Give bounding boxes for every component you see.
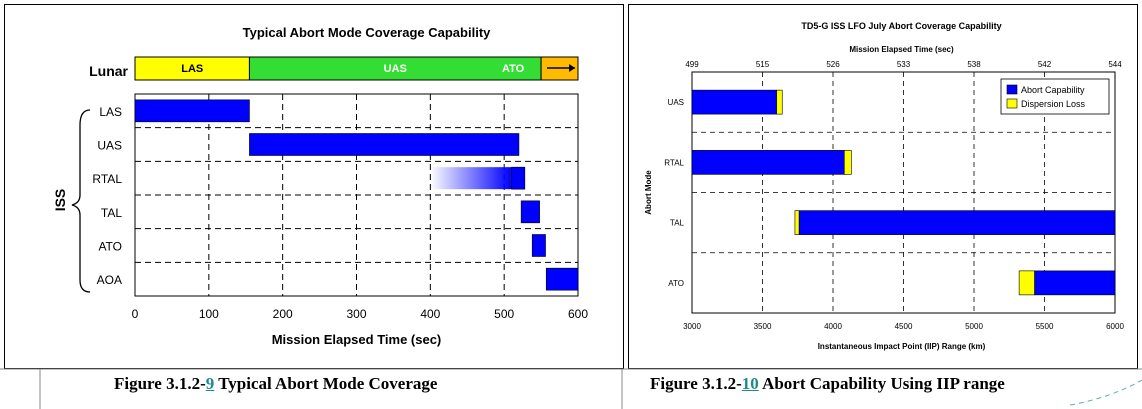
chart2-x-tick-label: 3500 (754, 322, 772, 331)
chart1-x-axis-label: Mission Elapsed Time (sec) (272, 332, 442, 347)
bar-tal-abort-capability (798, 210, 1116, 235)
chart2-mode-label: ATO (668, 279, 684, 288)
chart2-mode-label: TAL (670, 219, 685, 228)
caption-prefix: Figure 3.1.2- (114, 374, 206, 393)
chart1-x-tick-label: 0 (132, 307, 139, 321)
chart2-x-tick-label: 6000 (1106, 322, 1124, 331)
chart2-x-axis-label: Instantaneous Impact Point (IIP) Range (… (818, 342, 986, 351)
bar-uas (249, 133, 520, 156)
chart2-top-tick-label: 515 (756, 60, 770, 69)
right-figure-frame (628, 4, 1138, 369)
caption-text: Abort Capability Using IIP range (758, 374, 1005, 393)
chart2-top-tick-label: 542 (1038, 60, 1052, 69)
caption-dashed-curve (1069, 379, 1142, 406)
bar-tal (520, 200, 540, 224)
chart2-mode-label: RTAL (664, 158, 684, 167)
lunar-segment-label: UAS (384, 63, 407, 75)
chart1-mode-label: RTAL (92, 172, 122, 186)
chart2-top-tick-label: 538 (967, 60, 981, 69)
chart1-mode-label: TAL (101, 206, 122, 220)
chart2-x-tick-label: 4500 (895, 322, 913, 331)
chart1-title: Typical Abort Mode Coverage Capability (243, 25, 492, 40)
chart2-title: TD5-G ISS LFO July Abort Coverage Capabi… (801, 21, 1001, 31)
left-figure-caption: Figure 3.1.2-9 Typical Abort Mode Covera… (114, 374, 437, 402)
iss-group-label: ISS (52, 189, 68, 212)
bar-rtal-fade (430, 167, 512, 190)
lunar-row-label: Lunar (89, 63, 128, 79)
caption-text: Typical Abort Mode Coverage (214, 374, 438, 393)
chart1-mode-label: LAS (99, 105, 122, 119)
legend-label: Abort Capability (1021, 85, 1085, 95)
bar-ato (531, 234, 546, 257)
bar-tal-dispersion-loss (794, 210, 800, 235)
chart2-top-tick-label: 526 (826, 60, 840, 69)
lunar-segment-label: ATO (502, 63, 525, 75)
lunar-segment-label: LAS (181, 63, 203, 75)
chart2-top-axis-label: Mission Elapsed Time (sec) (849, 45, 954, 54)
chart2-top-tick-label: 499 (685, 60, 699, 69)
chart2-top-tick-label: 544 (1108, 60, 1122, 69)
chart2-x-tick-label: 5500 (1036, 322, 1054, 331)
chart1-x-tick-label: 200 (273, 307, 293, 321)
chart1-mode-label: ATO (98, 240, 122, 254)
caption-prefix: Figure 3.1.2- (650, 374, 742, 393)
right-figure-caption: Figure 3.1.2-10 Abort Capability Using I… (650, 374, 1005, 402)
bar-ato-abort-capability (1034, 270, 1116, 296)
chart1-x-tick-label: 600 (568, 307, 588, 321)
chart2-x-tick-label: 5000 (965, 322, 983, 331)
chart2-y-axis-label: Abort Mode (644, 170, 653, 215)
chart1-x-tick-label: 400 (420, 307, 440, 321)
legend-swatch (1006, 98, 1018, 109)
chart1-x-tick-label: 500 (494, 307, 514, 321)
chart2-x-tick-label: 3000 (683, 322, 701, 331)
chart2-legend-box (1000, 78, 1110, 115)
bar-rtal-dispersion-loss (843, 150, 852, 175)
bar-las (134, 99, 250, 123)
chart1-x-tick-label: 300 (346, 307, 366, 321)
chart1-mode-label: UAS (97, 139, 122, 153)
iss-brace (71, 109, 91, 293)
chart1-x-tick-label: 100 (199, 307, 219, 321)
chart2-x-tick-label: 4000 (824, 322, 842, 331)
ato-arrow-icon (569, 64, 576, 72)
legend-swatch (1006, 84, 1018, 95)
caption-number-link[interactable]: 10 (741, 374, 759, 393)
bar-rtal-abort-capability (691, 150, 845, 175)
chart1-mode-label: AOA (97, 273, 122, 287)
chart2-mode-label: UAS (668, 98, 684, 107)
chart2-top-tick-label: 533 (897, 60, 911, 69)
bar-ato-dispersion-loss (1018, 270, 1035, 296)
bar-uas-abort-capability (691, 89, 777, 115)
legend-label: Dispersion Loss (1021, 99, 1086, 109)
caption-number-link[interactable]: 9 (205, 374, 215, 393)
bar-rtal (511, 166, 526, 190)
bar-aoa (545, 267, 579, 291)
bar-uas-dispersion-loss (776, 89, 783, 115)
